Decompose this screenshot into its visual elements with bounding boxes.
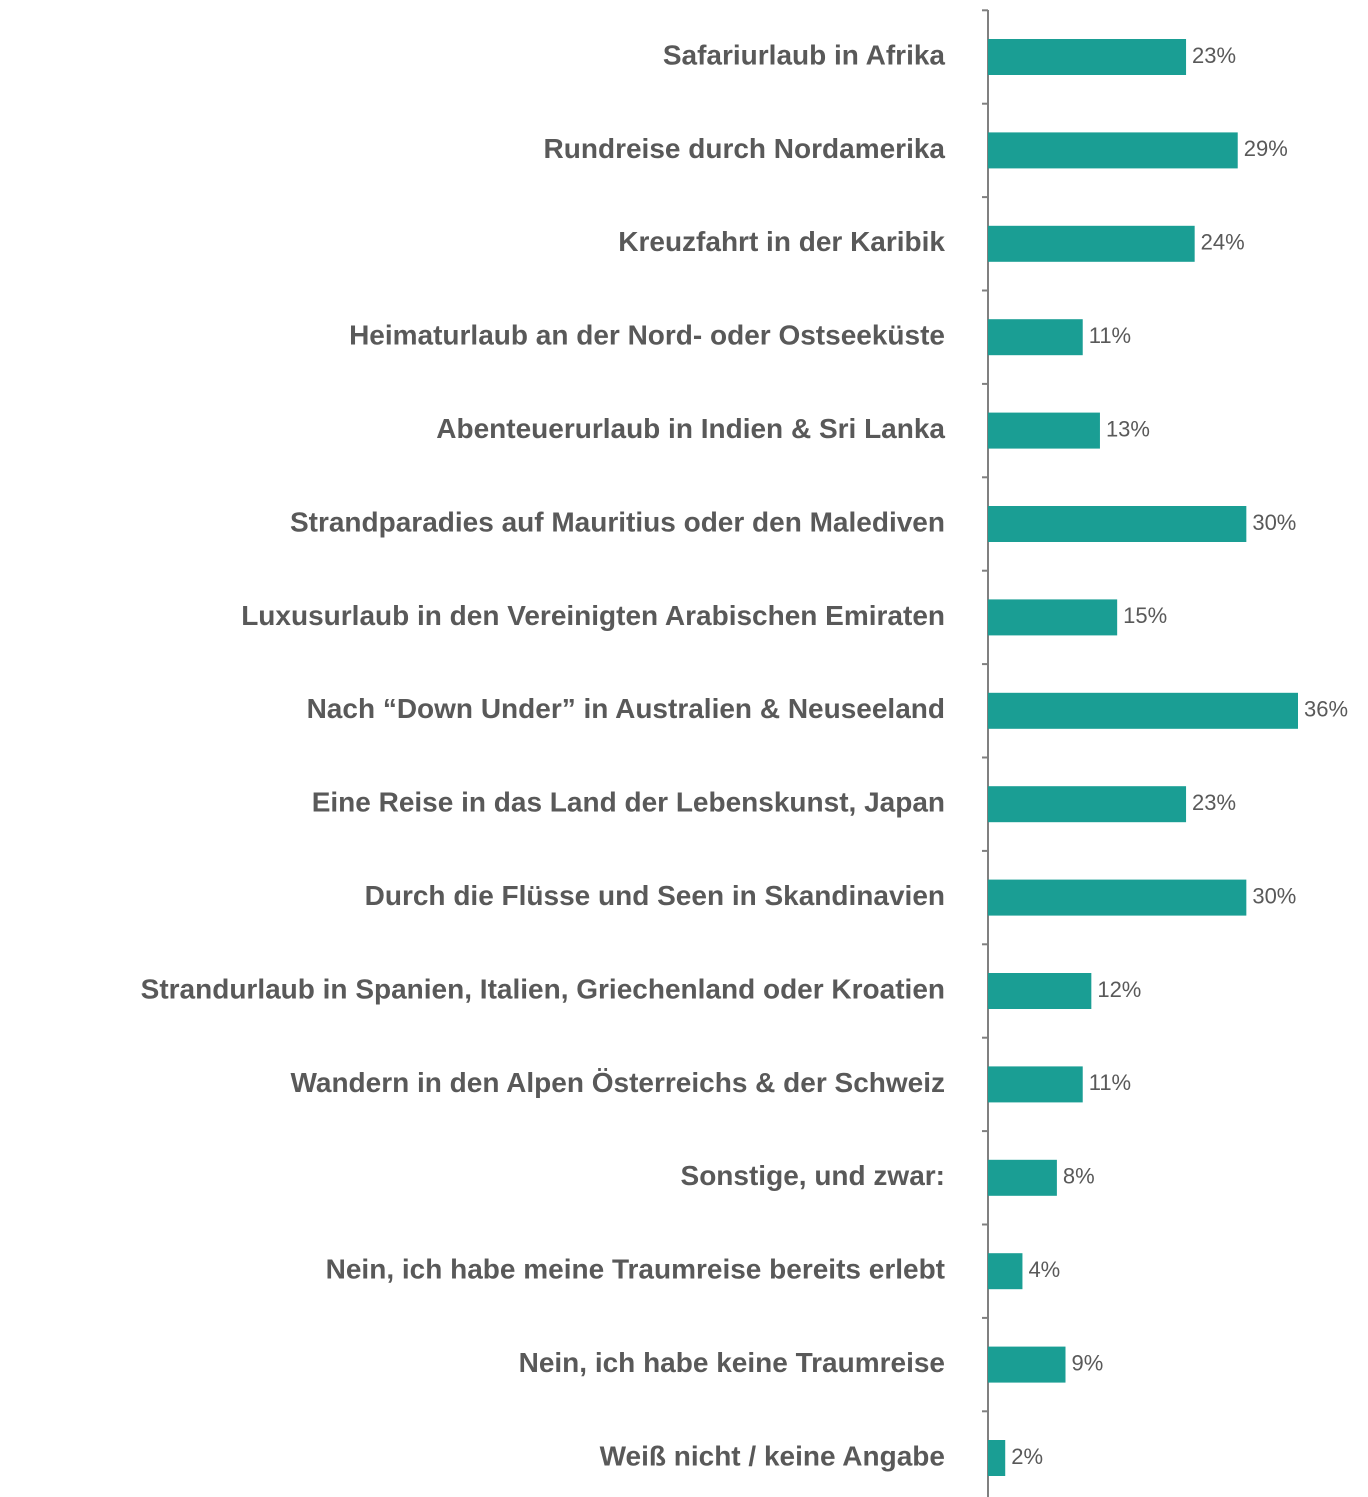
value-label: 30% — [1252, 510, 1296, 535]
bar — [988, 692, 1298, 729]
category-label: Wandern in den Alpen Österreichs & der S… — [290, 1067, 945, 1098]
bar — [988, 786, 1187, 823]
bar — [988, 973, 1092, 1009]
category-label: Kreuzfahrt in der Karibik — [618, 226, 945, 257]
bar — [988, 412, 1100, 449]
category-label: Weiß nicht / keine Angabe — [600, 1440, 945, 1471]
category-label: Strandparadies auf Mauritius oder den Ma… — [290, 506, 945, 537]
value-label: 2% — [1011, 1444, 1043, 1469]
value-label: 12% — [1097, 977, 1141, 1002]
value-label: 11% — [1089, 323, 1131, 348]
category-label: Luxusurlaub in den Vereinigten Arabische… — [241, 600, 945, 631]
bar — [988, 319, 1083, 356]
value-label: 8% — [1063, 1164, 1095, 1189]
value-label: 36% — [1304, 697, 1348, 722]
value-label: 23% — [1192, 790, 1236, 815]
category-label: Nein, ich habe meine Traumreise bereits … — [326, 1254, 945, 1285]
value-label: 4% — [1028, 1257, 1060, 1282]
bar — [988, 1440, 1006, 1476]
value-label: 24% — [1201, 230, 1245, 255]
category-label: Nach “Down Under” in Australien & Neusee… — [307, 693, 945, 724]
value-label: 23% — [1192, 43, 1236, 68]
category-label: Safariurlaub in Afrika — [663, 39, 946, 70]
value-label: 9% — [1072, 1350, 1104, 1375]
category-label: Heimaturlaub an der Nord- oder Ostseeküs… — [349, 320, 945, 351]
value-label: 13% — [1106, 416, 1150, 441]
value-label: 30% — [1252, 883, 1296, 908]
category-label: Nein, ich habe keine Traumreise — [519, 1347, 945, 1378]
value-label: 29% — [1244, 136, 1288, 161]
category-label: Strandurlaub in Spanien, Italien, Griech… — [141, 973, 945, 1004]
category-label: Abenteuerurlaub in Indien & Sri Lanka — [436, 413, 945, 444]
category-label: Eine Reise in das Land der Lebenskunst, … — [312, 787, 945, 818]
category-label: Sonstige, und zwar: — [681, 1160, 945, 1191]
bar — [988, 1253, 1023, 1290]
bar — [988, 1159, 1057, 1196]
bar — [988, 132, 1238, 169]
bar — [988, 39, 1187, 75]
bar — [988, 506, 1247, 542]
value-label: 11% — [1089, 1070, 1131, 1095]
value-label: 15% — [1123, 603, 1167, 628]
bar — [988, 225, 1195, 262]
bar — [988, 1346, 1066, 1383]
bar — [988, 599, 1118, 636]
category-label: Rundreise durch Nordamerika — [544, 133, 946, 164]
bar — [988, 1066, 1083, 1103]
bar — [988, 879, 1247, 916]
category-label: Durch die Flüsse und Seen in Skandinavie… — [365, 880, 945, 911]
